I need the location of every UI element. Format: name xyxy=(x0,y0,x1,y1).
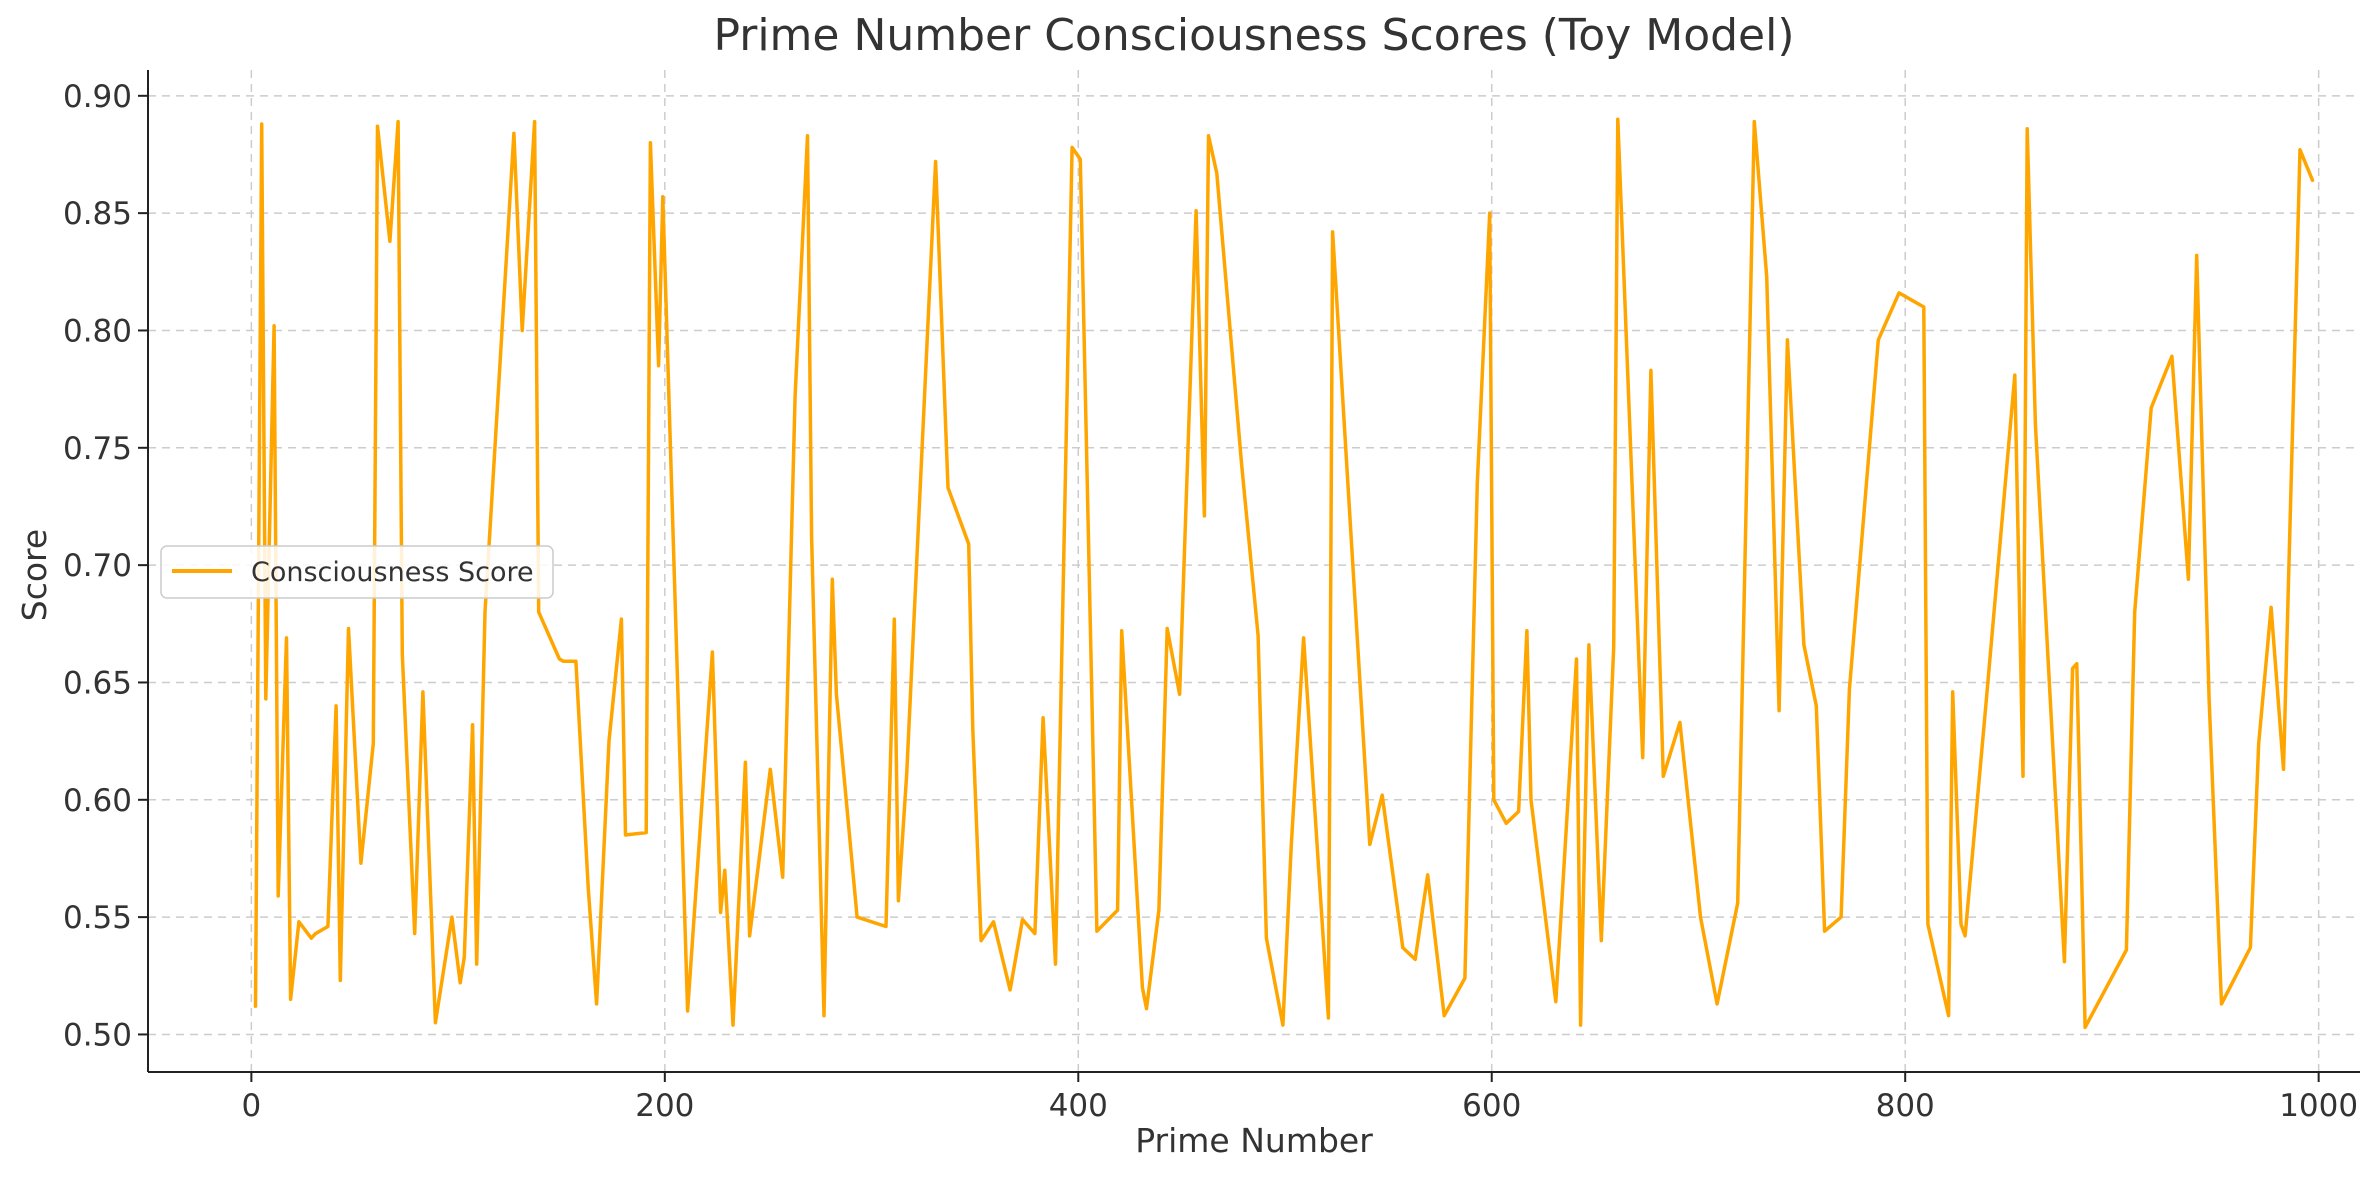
y-axis-label: Score xyxy=(15,529,54,621)
grid-lines xyxy=(148,70,2360,1072)
y-tick-label: 0.65 xyxy=(63,665,132,701)
x-tick-label: 800 xyxy=(1876,1088,1935,1124)
x-tick-label: 600 xyxy=(1462,1088,1521,1124)
x-axis-label: Prime Number xyxy=(1135,1121,1373,1160)
ticks: 0 200 400 600 800 1000 0.50 0.55 0.60 0.65 0.70 0.7… xyxy=(63,79,2358,1124)
y-tick-label: 0.80 xyxy=(63,313,132,349)
legend-label: Consciousness Score xyxy=(251,557,534,588)
y-tick-label: 0.70 xyxy=(63,548,132,584)
legend: Consciousness Score xyxy=(160,545,554,599)
y-tick-label: 0.50 xyxy=(63,1017,132,1053)
chart-title: Prime Number Consciousness Scores (Toy M… xyxy=(713,10,1794,61)
x-tick-label: 1000 xyxy=(2279,1088,2358,1124)
axes xyxy=(147,70,2360,1073)
series-layer xyxy=(253,117,2315,1030)
series-line-consciousness-score xyxy=(253,117,2315,1030)
legend-box xyxy=(160,545,554,599)
y-tick-label: 0.60 xyxy=(63,783,132,819)
x-tick-label: 400 xyxy=(1049,1088,1108,1124)
y-tick-label: 0.85 xyxy=(63,196,132,232)
x-tick-label: 200 xyxy=(635,1088,694,1124)
x-tick-label: 0 xyxy=(241,1088,261,1124)
y-tick-label: 0.90 xyxy=(63,79,132,115)
y-tick-label: 0.55 xyxy=(63,900,132,936)
y-tick-label: 0.75 xyxy=(63,431,132,467)
